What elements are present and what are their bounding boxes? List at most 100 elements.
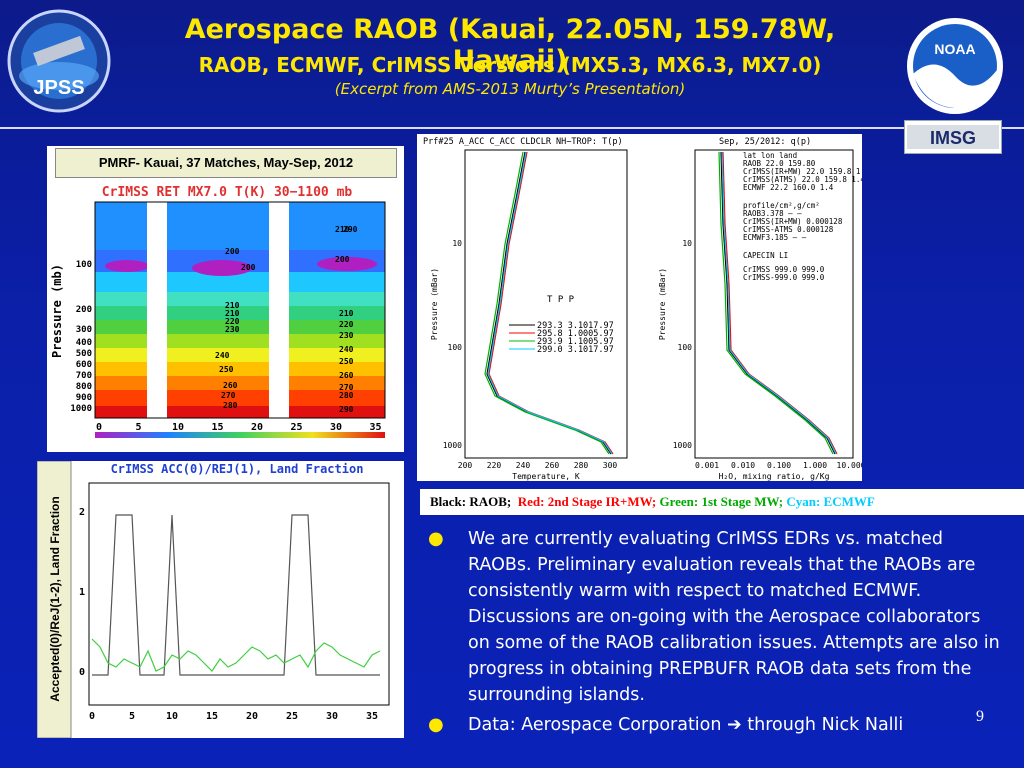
bullet-dot-icon: ● (428, 528, 444, 549)
bullet-list: ● We are currently evaluating CrIMSS EDRs… (422, 526, 1002, 742)
q-annotation-line: RAOB3.378 — — (743, 209, 802, 218)
contour-label: 290 (339, 405, 354, 414)
ecmwf-q-line (721, 151, 837, 455)
tick-label: 1000 (443, 441, 462, 450)
contour-label: 280 (223, 401, 238, 410)
tick-label: 35 (366, 711, 378, 722)
q-annotation-line: CrIMSS(ATMS) 22.0 159.8 1.4 (743, 175, 862, 184)
excerpt-prefix: (Excerpt from (334, 80, 438, 98)
legend-red: Red: 2nd Stage IR+MW; (517, 494, 657, 509)
tick-label: 35 (369, 422, 381, 433)
contour-caption: PMRF- Kauai, 37 Matches, May-Sep, 2012 (55, 148, 397, 178)
contour-ylabel: Pressure (mb) (50, 264, 64, 358)
contour-label: 290 (343, 225, 358, 234)
tick-label: 1000 (70, 404, 92, 414)
page-number: 9 (976, 708, 984, 725)
q-annotation-line: CrIMSS(IR+MW) 0.000128 (743, 217, 843, 226)
tick-label: 20 (246, 711, 258, 722)
contour-label: 200 (335, 255, 350, 264)
tick-label: 10 (166, 711, 178, 722)
tick-label: 15 (206, 711, 218, 722)
tick-label: 500 (76, 349, 92, 359)
bullet-text: Data: Aerospace Corporation ➔ through Ni… (468, 715, 904, 735)
tsp-row: 293.3 3.1017.97 (537, 321, 614, 331)
profile-plots: Prf#25 A_ACC C_ACC CLDCLR NH−TROP: T(p) … (423, 137, 870, 481)
bullet-dot-icon: ● (428, 714, 444, 735)
tick-label: 0 (89, 711, 95, 722)
reject-flag-series (92, 514, 380, 676)
tick-label: 220 (487, 461, 502, 470)
temp-xlabel: Temperature, K (512, 472, 580, 481)
q-ylabel: Pressure (mBar) (658, 268, 667, 340)
tick-label: 25 (290, 422, 302, 433)
bullet-item: ● We are currently evaluating CrIMSS EDRs… (422, 526, 1002, 708)
noaa-logo-text: NOAA (934, 41, 975, 57)
tsp-header: T P P (547, 295, 575, 305)
tick-label: 0.010 (731, 461, 755, 470)
tick-label: 10 (172, 422, 184, 433)
tick-label: 700 (76, 371, 92, 381)
tick-label: 0.001 (695, 461, 719, 470)
contour-label: 210 (339, 309, 354, 318)
contour-label: 280 (339, 391, 354, 400)
contour-label: 230 (339, 331, 354, 340)
contour-label: 240 (339, 345, 354, 354)
tsp-row: 299.0 3.1017.97 (537, 345, 614, 355)
legend-cyan: Cyan: ECMWF (786, 494, 875, 509)
tick-label: 300 (76, 325, 92, 335)
imsg-logo: IMSG (904, 120, 1002, 154)
accept-reject-panel: Accepted(0)/ReJ(1-2), Land Fraction CrIM… (36, 460, 404, 739)
q-xticks: 0.001 0.010 0.100 1.000 10.000 (695, 461, 866, 470)
accept-reject-yticks: 0 1 2 (79, 507, 85, 678)
contour-bands (95, 202, 385, 418)
q-annotation-line: CrIMSS 999.0 999.0 (743, 265, 825, 274)
slide-excerpt: (Excerpt from AMS-2013 Murty’s Presentat… (140, 80, 880, 98)
accept-reject-plot: Accepted(0)/ReJ(1-2), Land Fraction CrIM… (36, 460, 390, 739)
contour-label: 270 (339, 383, 354, 392)
imsg-logo-text: IMSG (930, 128, 976, 148)
temp-ylabel: Pressure (mBar) (430, 268, 439, 340)
tick-label: 200 (76, 305, 92, 315)
tick-label: 30 (326, 711, 338, 722)
q-annotation-line: RAOB 22.0 159.80 (743, 159, 816, 168)
stage2-q-line (722, 151, 838, 455)
color-legend: Black: RAOB; Red: 2nd Stage IR+MW; Green… (420, 489, 1024, 515)
raob-q-line (720, 151, 836, 455)
contour-label: 200 (225, 247, 240, 256)
slide-title: Aerospace RAOB (Kauai, 22.05N, 159.78W, … (184, 14, 836, 76)
tick-label: 10 (682, 239, 692, 248)
contour-label: 260 (339, 371, 354, 380)
tick-label: 15 (211, 422, 223, 433)
q-annotation-line: CrIMSS-999.0 999.0 (743, 273, 825, 282)
profile-panel: Prf#25 A_ACC C_ACC CLDCLR NH−TROP: T(p) … (417, 134, 870, 481)
contour-label: 250 (339, 357, 354, 366)
tick-label: 1 (79, 587, 85, 598)
tick-label: 2 (79, 507, 85, 518)
accept-reject-ylabel: Accepted(0)/ReJ(1-2), Land Fraction (48, 496, 62, 701)
accept-reject-title: CrIMSS ACC(0)/REJ(1), Land Fraction (111, 462, 364, 476)
contour-label: 220 (225, 317, 240, 326)
tick-label: 800 (76, 382, 92, 392)
tick-label: 0 (96, 422, 102, 433)
tsp-row: 295.8 1.0005.97 (537, 329, 614, 339)
contour-label: 250 (219, 365, 234, 374)
q-profile-title: Sep, 25/2012: q(p) (719, 137, 811, 147)
q-xlabel: H₂O, mixing ratio, g/Kg (719, 472, 830, 481)
contour-colorbar (95, 432, 385, 438)
tick-label: 260 (545, 461, 560, 470)
slide-subtitle: RAOB, ECMWF, CrIMSS Versions (MX5.3, MX6… (198, 53, 822, 77)
contour-label: 220 (339, 320, 354, 329)
tick-label: 200 (458, 461, 473, 470)
stage1-q-line (718, 151, 834, 455)
tick-label: 400 (76, 338, 92, 348)
tick-label: 20 (251, 422, 263, 433)
legend-green: Green: 1st Stage MW; (659, 494, 784, 509)
tick-label: 1.000 (803, 461, 827, 470)
tick-label: 0 (79, 667, 85, 678)
tick-label: 5 (129, 711, 135, 722)
tick-label: 25 (286, 711, 298, 722)
tick-label: 10.000 (837, 461, 862, 470)
q-annotation-line: profile/cm²,g/cm² (743, 201, 820, 210)
jpss-logo-text: JPSS (33, 77, 84, 99)
